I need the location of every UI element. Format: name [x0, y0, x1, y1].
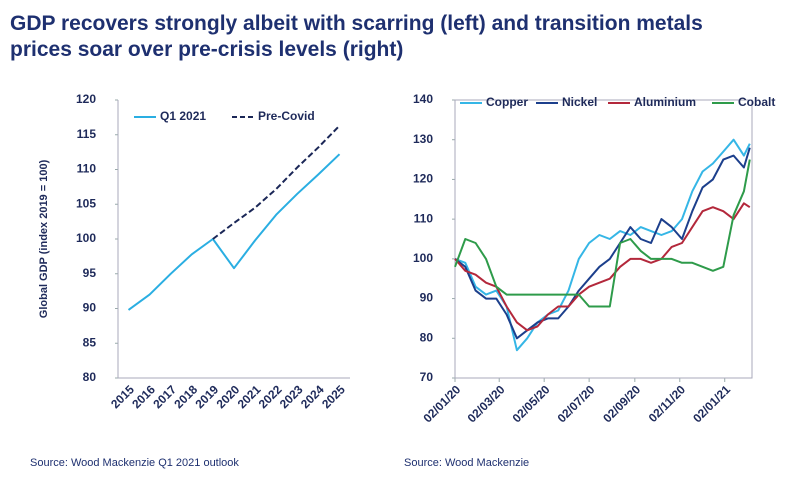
y-tick-label: 115 — [77, 127, 97, 141]
y-tick-label: 110 — [77, 162, 97, 176]
y-tick-label: 105 — [76, 196, 96, 210]
legend-label: Q1 2021 — [160, 109, 206, 123]
y-tick-label: 120 — [413, 172, 433, 186]
legend-label: Copper — [486, 95, 528, 109]
legend-label: Nickel — [562, 95, 597, 109]
x-tick-label: 02/01/21 — [690, 382, 733, 425]
x-tick-label: 02/05/20 — [510, 382, 553, 425]
series-line — [127, 153, 341, 311]
y-tick-label: 90 — [420, 291, 434, 305]
x-tick-label: 02/09/20 — [600, 382, 643, 425]
y-tick-label: 130 — [413, 132, 433, 146]
y-tick-label: 80 — [420, 330, 434, 344]
source: Source: Wood Mackenzie Q1 2021 outlook — [30, 457, 239, 469]
y-tick-label: 100 — [76, 231, 96, 245]
y-tick-label: 95 — [83, 266, 97, 280]
y-axis-label: Global GDP (index 2019 = 100) — [38, 159, 50, 318]
y-tick-label: 140 — [413, 92, 433, 106]
x-tick-label: 02/03/20 — [465, 382, 508, 425]
series-line — [454, 202, 751, 332]
x-tick-label: 02/01/20 — [420, 382, 463, 425]
legend-label: Aluminium — [634, 95, 696, 109]
series-line — [454, 138, 751, 352]
plot-frame — [454, 99, 753, 379]
x-tick-label: 02/11/20 — [646, 382, 689, 425]
y-tick-label: 100 — [413, 251, 433, 265]
legend-label: Cobalt — [738, 95, 775, 109]
x-tick-label: 02/07/20 — [555, 382, 598, 425]
title-line: GDP recovers strongly albeit with scarri… — [10, 12, 703, 35]
series-line — [454, 159, 751, 308]
title-line: prices soar over pre-crisis levels (righ… — [10, 38, 403, 61]
y-tick-label: 110 — [414, 211, 434, 225]
y-tick-label: 80 — [83, 370, 97, 384]
series-line — [454, 147, 751, 340]
source: Source: Wood Mackenzie — [404, 457, 529, 469]
y-tick-label: 90 — [83, 301, 97, 315]
x-tick-label: 2025 — [319, 382, 348, 411]
y-tick-label: 70 — [420, 370, 434, 384]
y-tick-label: 85 — [83, 335, 97, 349]
y-tick-label: 120 — [76, 92, 96, 106]
legend-label: Pre-Covid — [258, 109, 315, 123]
series-line — [212, 125, 341, 240]
